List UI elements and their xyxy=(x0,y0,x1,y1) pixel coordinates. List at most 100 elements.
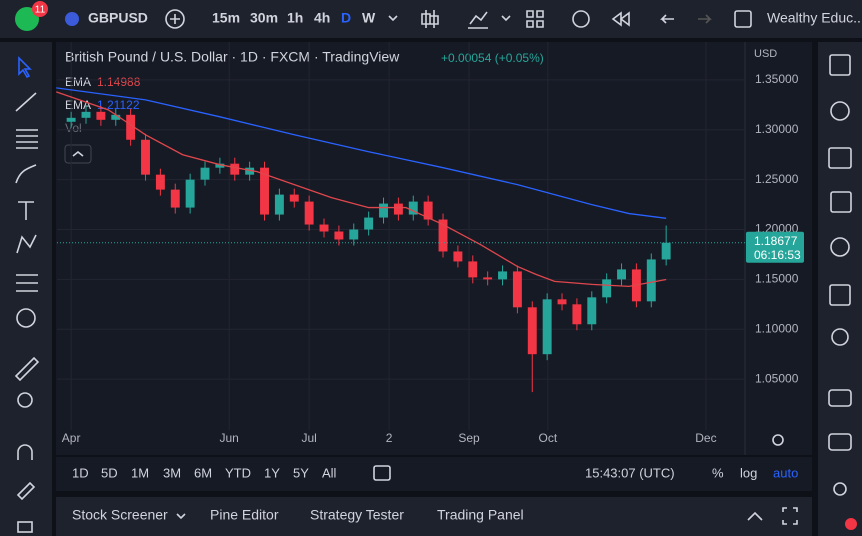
candle-body xyxy=(96,111,106,120)
dropdown[interactable] xyxy=(388,15,398,22)
hotlist-icon[interactable] xyxy=(830,237,850,257)
legend-value: 1.21122 xyxy=(97,98,140,112)
candle-body xyxy=(393,203,403,215)
zoom-tool[interactable] xyxy=(17,392,33,408)
stream-icon[interactable] xyxy=(833,482,847,496)
emoji-tool[interactable] xyxy=(16,308,36,328)
right-toolbar xyxy=(818,42,862,536)
ideas-icon[interactable] xyxy=(831,328,849,346)
candle-body xyxy=(230,163,240,175)
prediction-tool[interactable] xyxy=(16,274,38,292)
collapse-arrow xyxy=(72,150,84,157)
left-toolbar xyxy=(0,42,52,536)
date-range-icon[interactable] xyxy=(373,465,391,481)
interval[interactable]: 1h xyxy=(287,10,303,26)
chart-title: British Pound / U.S. Dollar · 1D · FXCM … xyxy=(65,49,400,65)
list-icon[interactable] xyxy=(830,191,852,213)
candle-body xyxy=(141,139,150,175)
alert-icon[interactable] xyxy=(572,10,590,28)
candle-body xyxy=(245,167,255,175)
pencil-tool[interactable] xyxy=(16,481,36,501)
panel-tab[interactable]: Stock Screener xyxy=(72,507,168,523)
account-name[interactable]: Wealthy Educ... xyxy=(767,10,862,26)
dropdown[interactable] xyxy=(501,15,511,22)
fullscreen-icon[interactable] xyxy=(734,10,752,28)
fib-tool[interactable] xyxy=(16,129,38,149)
candle-body xyxy=(349,229,359,240)
settings-icon[interactable] xyxy=(772,434,784,446)
x-tick-label: Sep xyxy=(458,431,480,445)
last-price-label: 1.18677 xyxy=(754,234,798,248)
chart-type-icon[interactable] xyxy=(421,10,439,28)
replay-icon[interactable] xyxy=(611,11,630,27)
candle-body xyxy=(364,217,374,230)
avatar[interactable] xyxy=(15,7,39,31)
interval[interactable]: W xyxy=(362,10,376,26)
panel-tab[interactable]: Strategy Tester xyxy=(310,507,404,523)
x-tick-label: Dec xyxy=(695,431,716,445)
y-tick-label: 1.25000 xyxy=(755,172,799,186)
auto-toggle[interactable]: auto xyxy=(773,465,798,480)
candle-body xyxy=(423,201,433,220)
range-button[interactable]: 5Y xyxy=(293,465,309,480)
log-toggle[interactable]: log xyxy=(740,465,757,480)
add-icon[interactable] xyxy=(165,9,185,29)
candle-body xyxy=(587,297,597,325)
range-button[interactable]: 1D xyxy=(72,465,89,480)
interval[interactable]: 30m xyxy=(250,10,278,26)
interval[interactable]: 4h xyxy=(314,10,330,26)
candle-body xyxy=(200,167,210,180)
candle-body xyxy=(319,224,329,232)
interval[interactable]: 15m xyxy=(212,10,240,26)
panel-tab[interactable]: Trading Panel xyxy=(437,507,524,523)
candle-body xyxy=(453,251,463,262)
symbol[interactable]: GBPUSD xyxy=(88,10,148,26)
indicators-icon[interactable] xyxy=(468,11,488,29)
text-tool[interactable] xyxy=(18,201,34,220)
watchlist-icon[interactable] xyxy=(829,54,851,76)
news-icon[interactable] xyxy=(828,147,852,169)
range-button[interactable]: 3M xyxy=(163,465,181,480)
plot-area xyxy=(56,42,745,430)
dropdown[interactable] xyxy=(176,513,186,520)
chat-icon[interactable] xyxy=(828,389,852,407)
layouts-icon[interactable] xyxy=(526,10,544,28)
interval-active[interactable]: D xyxy=(341,10,351,26)
x-tick-label: Jun xyxy=(220,431,239,445)
pattern-tool[interactable] xyxy=(16,234,37,254)
magnet-tool[interactable] xyxy=(17,444,33,460)
range-button[interactable]: All xyxy=(322,465,337,480)
line-tool[interactable] xyxy=(15,92,37,112)
candle-body xyxy=(304,201,314,225)
countdown: 06:16:53 xyxy=(754,248,801,262)
lock-tool[interactable] xyxy=(17,521,33,533)
clock: 15:43:07 (UTC) xyxy=(585,465,675,480)
range-button[interactable]: 1Y xyxy=(264,465,280,480)
redo-icon[interactable] xyxy=(698,14,712,24)
currency[interactable]: USD xyxy=(754,48,777,60)
range-button[interactable]: YTD xyxy=(225,465,251,480)
brush-tool[interactable] xyxy=(15,164,37,184)
badge xyxy=(32,1,48,17)
y-tick-label: 1.15000 xyxy=(755,272,799,286)
messages-icon[interactable] xyxy=(828,433,852,451)
range-button[interactable]: 5D xyxy=(101,465,118,480)
range-button[interactable]: 1M xyxy=(131,465,149,480)
candle-body xyxy=(111,114,121,120)
range-button[interactable]: 6M xyxy=(194,465,212,480)
percent-toggle[interactable]: % xyxy=(712,465,724,480)
calendar-icon[interactable] xyxy=(829,284,851,306)
legend-name: Vol xyxy=(65,121,82,135)
alerts-icon[interactable] xyxy=(830,101,850,121)
undo-icon[interactable] xyxy=(660,14,674,24)
maximize-panel[interactable] xyxy=(782,507,798,525)
candle-body xyxy=(289,194,299,202)
legend-value: 1.14988 xyxy=(97,75,141,89)
candle-body xyxy=(155,174,165,190)
panel-tab[interactable]: Pine Editor xyxy=(210,507,279,523)
expand-panel[interactable] xyxy=(747,511,763,521)
candle-body xyxy=(438,219,448,252)
ruler-tool[interactable] xyxy=(14,356,40,382)
collapse-legend[interactable] xyxy=(64,144,92,164)
cursor-tool[interactable] xyxy=(18,56,32,79)
